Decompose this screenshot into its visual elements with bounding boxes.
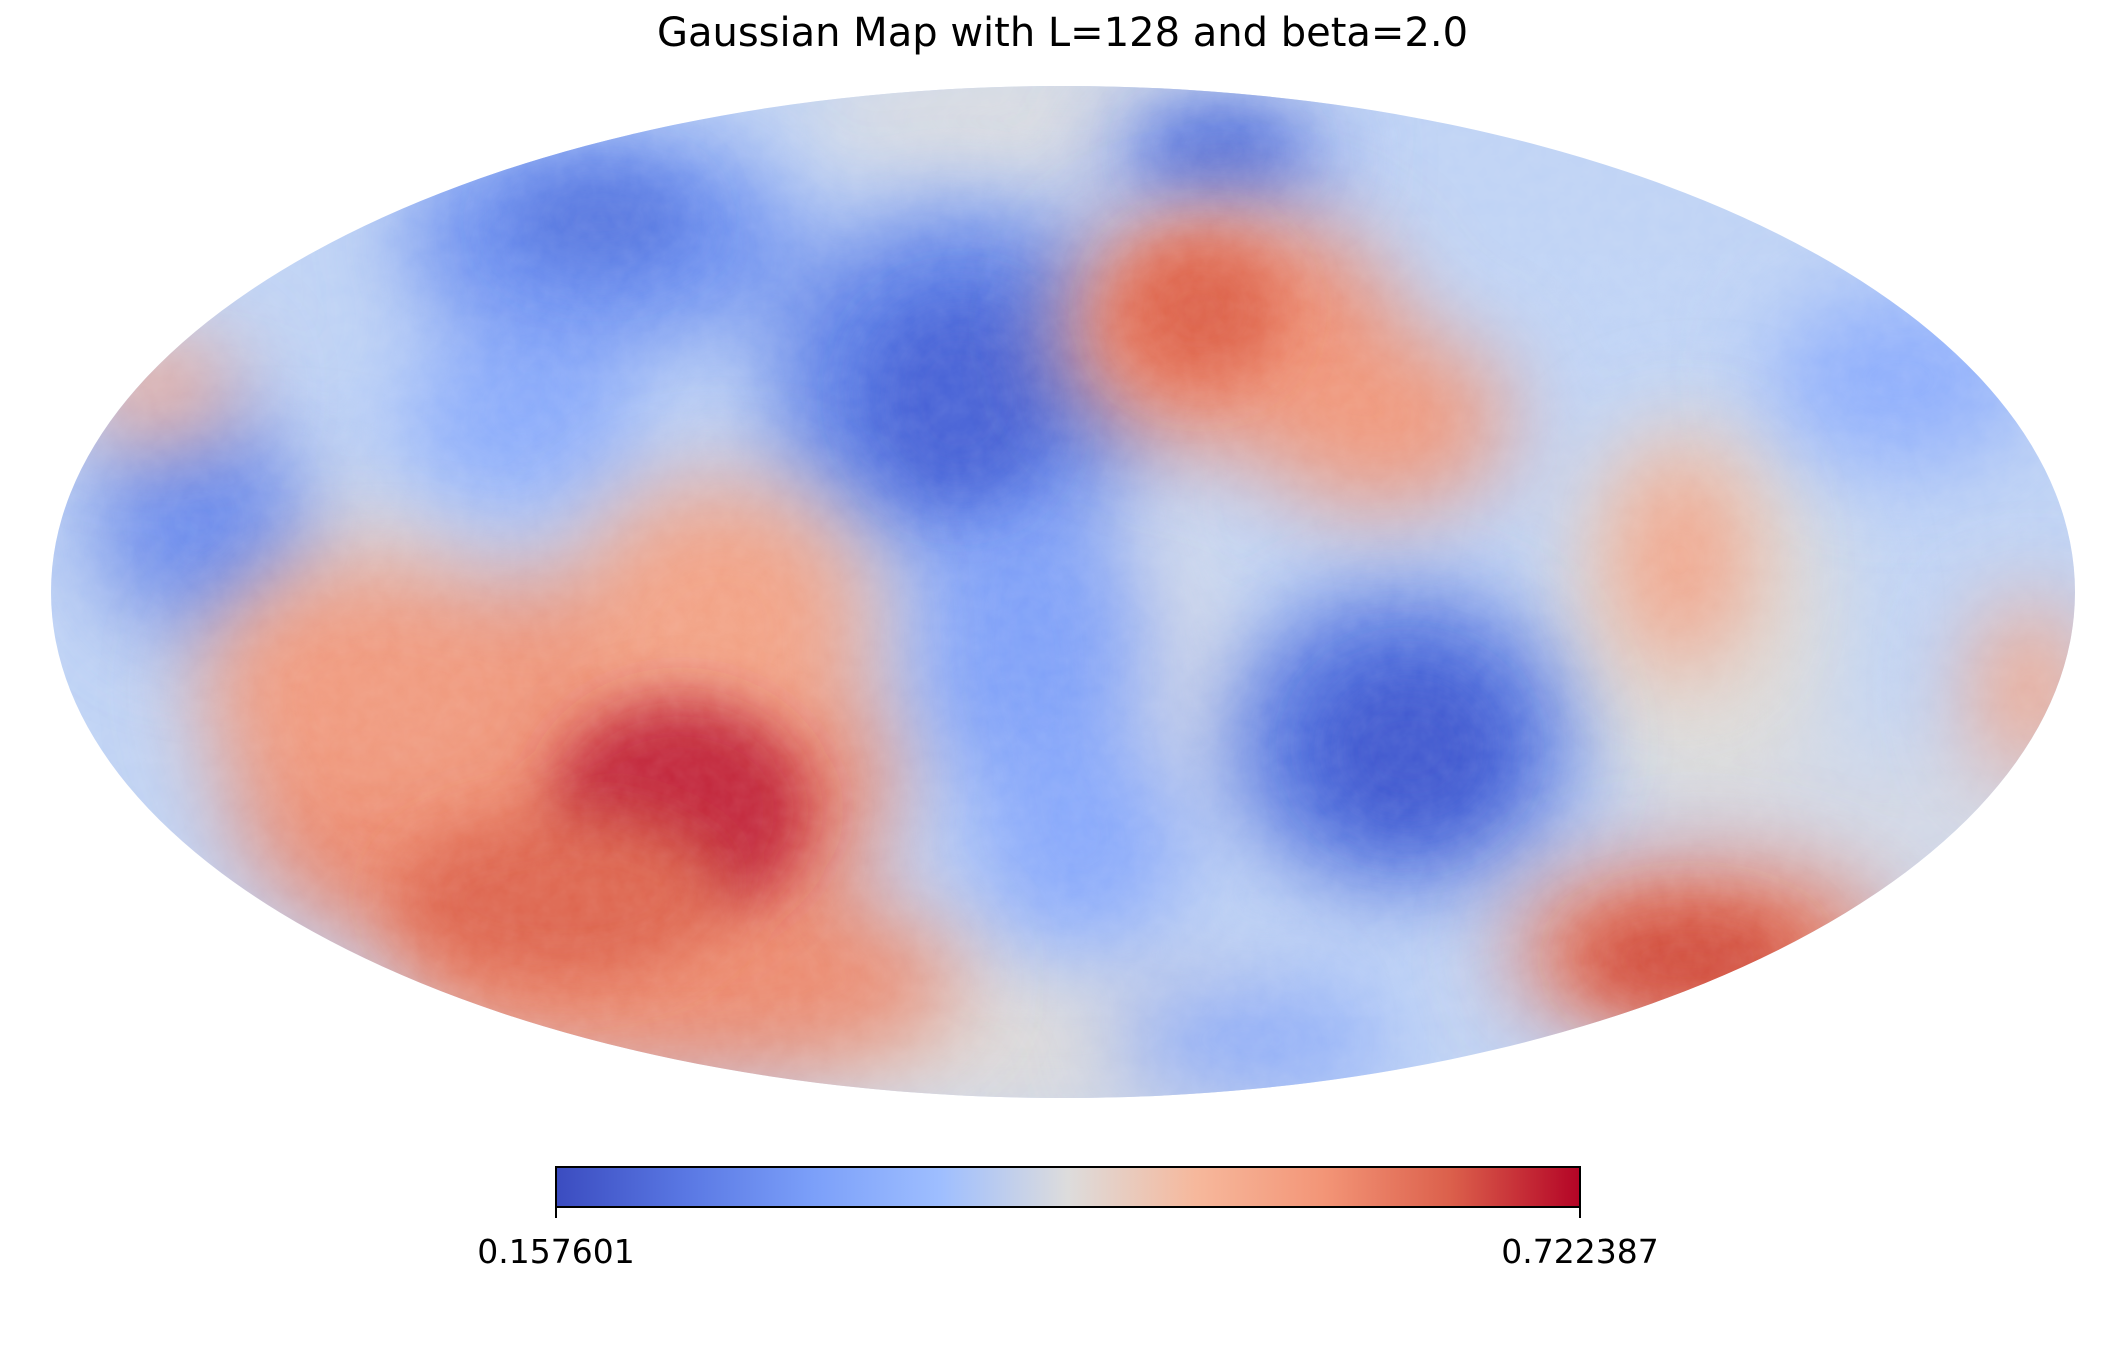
chart-title: Gaussian Map with L=128 and beta=2.0 (656, 10, 1469, 56)
colorbar (555, 1166, 1581, 1218)
colorbar-max-label: 0.722387 (1501, 1232, 1659, 1271)
colorbar-min-label: 0.157601 (477, 1232, 635, 1271)
colorbar-gradient (555, 1166, 1581, 1208)
map-field (51, 86, 2075, 1098)
